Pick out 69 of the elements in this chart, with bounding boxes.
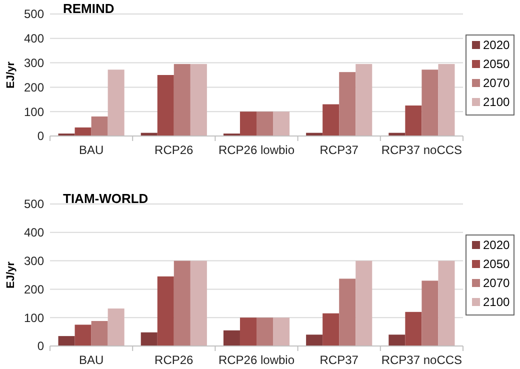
bar xyxy=(74,324,92,346)
bar xyxy=(108,308,124,346)
x-tick-label: RCP37 xyxy=(320,353,359,367)
bar xyxy=(405,312,422,346)
x-tick-label: RCP37 noCCS xyxy=(381,143,462,157)
x-tick-label: BAU xyxy=(78,353,104,367)
bar xyxy=(240,318,256,346)
y-tick-label: 300 xyxy=(24,254,44,268)
bar xyxy=(140,332,158,346)
legend-label: 2020 xyxy=(483,38,510,52)
bar xyxy=(91,116,108,136)
y-axis-title: EJ/yr xyxy=(5,60,17,88)
bar xyxy=(108,70,124,136)
x-tick-label: RCP37 noCCS xyxy=(381,353,462,367)
bar xyxy=(174,64,190,136)
bar xyxy=(356,64,372,136)
bar xyxy=(438,260,455,346)
y-axis-title: EJ/yr xyxy=(5,260,17,288)
bar xyxy=(157,75,174,136)
bar xyxy=(190,260,207,346)
bar xyxy=(273,318,290,346)
bar xyxy=(58,336,75,346)
bar xyxy=(256,112,274,136)
bar xyxy=(322,104,340,136)
bar xyxy=(356,260,372,346)
bar xyxy=(190,64,207,136)
y-tick-label: 300 xyxy=(24,56,44,70)
bar xyxy=(273,112,290,136)
bar xyxy=(422,280,438,346)
x-tick-label: RCP26 xyxy=(154,143,194,157)
y-tick-label: 100 xyxy=(24,310,44,325)
bar xyxy=(91,321,108,346)
x-tick-label: RCP26 lowbio xyxy=(218,353,295,367)
bar xyxy=(422,70,438,136)
y-tick-label: 0 xyxy=(37,339,44,354)
y-tick-label: 400 xyxy=(24,32,44,46)
x-tick-label: RCP26 xyxy=(154,353,194,367)
y-tick-label: 0 xyxy=(37,129,44,144)
y-tick-label: 200 xyxy=(24,80,44,94)
legend-label: 2100 xyxy=(483,95,510,110)
bar xyxy=(306,334,323,346)
bar xyxy=(339,278,356,346)
x-tick-label: BAU xyxy=(78,143,104,157)
bar xyxy=(322,313,340,346)
bar xyxy=(223,330,240,346)
legend-label: 2020 xyxy=(483,238,510,252)
legend-label: 2050 xyxy=(483,257,510,272)
y-tick-label: 500 xyxy=(24,7,44,22)
bar xyxy=(256,318,274,346)
y-tick-label: 100 xyxy=(24,104,44,119)
bar xyxy=(388,334,406,346)
y-tick-label: 500 xyxy=(24,197,44,212)
bar xyxy=(438,64,455,136)
bar xyxy=(339,72,356,136)
chart-title: REMIND xyxy=(63,1,114,16)
legend-label: 2050 xyxy=(483,57,510,72)
bar xyxy=(240,112,256,136)
x-tick-label: RCP26 lowbio xyxy=(218,143,295,157)
legend-label: 2070 xyxy=(483,76,510,90)
bar xyxy=(74,127,92,136)
legend-label: 2070 xyxy=(483,276,510,290)
y-tick-label: 400 xyxy=(24,226,44,240)
x-tick-label: RCP37 xyxy=(320,143,359,157)
bar xyxy=(405,106,422,136)
chart-title: TIAM-WORLD xyxy=(63,191,148,206)
legend-label: 2100 xyxy=(483,295,510,310)
y-tick-label: 200 xyxy=(24,282,44,296)
bar xyxy=(174,260,190,346)
bar xyxy=(157,276,174,346)
